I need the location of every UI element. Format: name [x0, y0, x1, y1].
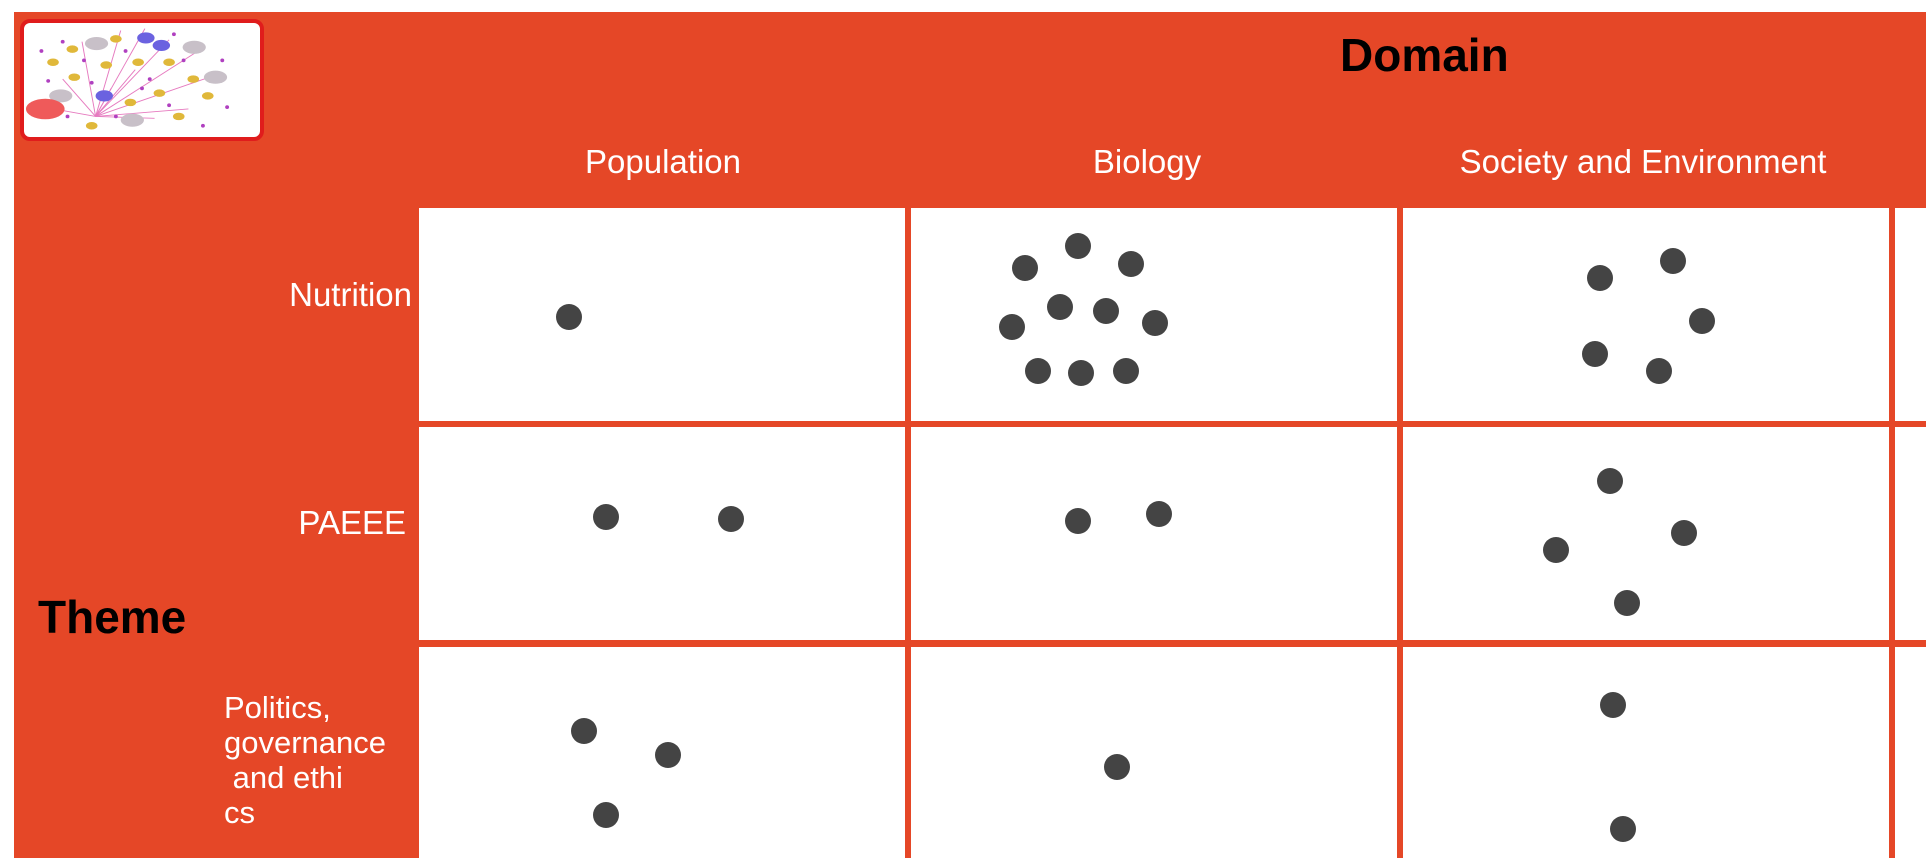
- study-dot[interactable]: [1113, 358, 1139, 384]
- study-dot[interactable]: [999, 314, 1025, 340]
- matrix-cell-paeee-biology: [911, 427, 1397, 640]
- row-header-nutrition: Nutrition: [289, 276, 412, 313]
- domain-title: Domain: [1340, 29, 1509, 81]
- study-dot[interactable]: [1600, 692, 1626, 718]
- study-dot[interactable]: [1646, 358, 1672, 384]
- study-dot[interactable]: [1146, 501, 1172, 527]
- study-dot[interactable]: [1068, 360, 1094, 386]
- column-header-society-and-environment: Society and Environment: [1459, 143, 1827, 180]
- study-dot[interactable]: [1689, 308, 1715, 334]
- matrix-cell-partial: [1895, 208, 1926, 421]
- row-header-paeee: PAEEE: [298, 504, 406, 541]
- study-dot[interactable]: [593, 504, 619, 530]
- column-header-biology: Biology: [1092, 143, 1202, 180]
- study-dot[interactable]: [1065, 508, 1091, 534]
- theme-title: Theme: [38, 591, 187, 643]
- matrix-cell-politics-governance-ethics-population: [419, 647, 905, 858]
- study-dot[interactable]: [1582, 341, 1608, 367]
- matrix-cell-partial: [1895, 647, 1926, 858]
- study-dot[interactable]: [718, 506, 744, 532]
- matrix-cell-nutrition-population: [419, 208, 905, 421]
- study-dot[interactable]: [1047, 294, 1073, 320]
- matrix-cell-paeee-society-and-environment: [1403, 427, 1889, 640]
- study-dot[interactable]: [1093, 298, 1119, 324]
- matrix-cell-politics-governance-ethics-society-and-environment: [1403, 647, 1889, 858]
- study-dot[interactable]: [1118, 251, 1144, 277]
- study-dot[interactable]: [1012, 255, 1038, 281]
- study-dot[interactable]: [1025, 358, 1051, 384]
- study-dot[interactable]: [655, 742, 681, 768]
- study-dot[interactable]: [1614, 590, 1640, 616]
- row-header-politics-governance-ethics: Politics, governance and ethi cs: [224, 690, 387, 830]
- network-graph-icon: [25, 28, 230, 130]
- study-dot[interactable]: [593, 802, 619, 828]
- study-dot[interactable]: [556, 304, 582, 330]
- study-dot[interactable]: [1597, 468, 1623, 494]
- matrix-cell-partial: [1895, 427, 1926, 640]
- study-dot[interactable]: [1587, 265, 1613, 291]
- matrix-cell-nutrition-society-and-environment: [1403, 208, 1889, 421]
- study-dot[interactable]: [1610, 816, 1636, 842]
- study-dot[interactable]: [571, 718, 597, 744]
- study-dot[interactable]: [1142, 310, 1168, 336]
- study-dot[interactable]: [1543, 537, 1569, 563]
- study-dot[interactable]: [1671, 520, 1697, 546]
- network-graph-logo: [20, 19, 264, 141]
- matrix-cell-politics-governance-ethics-biology: [911, 647, 1397, 858]
- column-header-population: Population: [585, 143, 741, 180]
- matrix-cell-paeee-population: [419, 427, 905, 640]
- study-dot[interactable]: [1104, 754, 1130, 780]
- study-dot[interactable]: [1660, 248, 1686, 274]
- study-dot[interactable]: [1065, 233, 1091, 259]
- matrix-cell-nutrition-biology: [911, 208, 1397, 421]
